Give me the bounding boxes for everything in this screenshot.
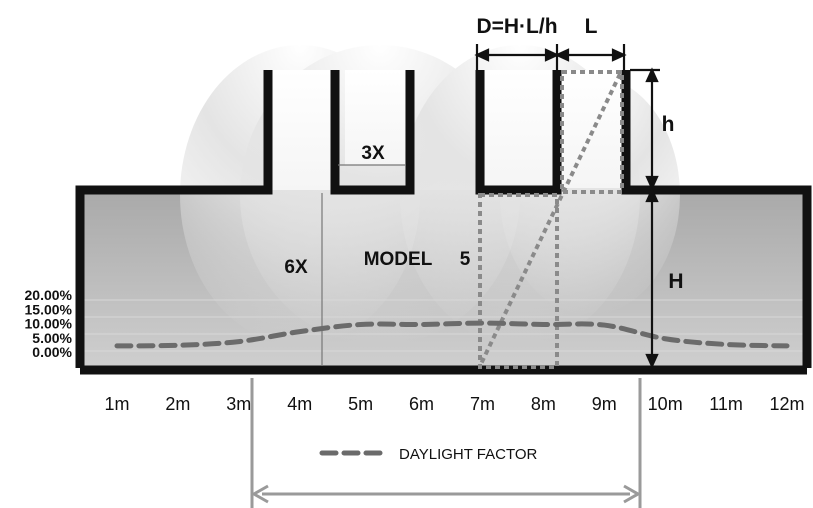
guide-lines	[80, 299, 807, 352]
skylight-well-3-interior	[485, 70, 555, 188]
x-tick-label: 4m	[287, 394, 312, 414]
span-dimension	[250, 378, 642, 508]
y-tick-labels: 20.00%15.00%10.00%5.00%0.00%	[25, 287, 73, 360]
y-tick-label: 20.00%	[25, 287, 73, 303]
y-tick-label: 15.00%	[25, 301, 73, 317]
label-model: MODEL	[364, 249, 433, 270]
label-6x: 6X	[284, 257, 308, 278]
x-tick-label: 9m	[592, 394, 617, 414]
label-h: h	[662, 113, 675, 136]
label-model-number: 5	[460, 249, 471, 270]
daylight-factor-curve	[114, 320, 790, 349]
label-H: H	[668, 270, 683, 293]
skylight-well-2-interior	[345, 70, 405, 165]
y-tick-label: 0.00%	[32, 344, 72, 360]
legend-label: DAYLIGHT FACTOR	[399, 446, 538, 463]
x-tick-label: 6m	[409, 394, 434, 414]
x-tick-label: 3m	[226, 394, 251, 414]
building-section	[75, 70, 812, 375]
y-tick-label: 10.00%	[25, 316, 73, 332]
x-tick-label: 5m	[348, 394, 373, 414]
x-tick-label: 8m	[531, 394, 556, 414]
x-tick-label: 1m	[104, 394, 129, 414]
x-tick-label: 12m	[769, 394, 804, 414]
x-tick-label: 2m	[165, 394, 190, 414]
label-3x: 3X	[361, 143, 385, 164]
dotted-construction	[478, 70, 624, 369]
dimension-arrows	[474, 44, 660, 370]
x-tick-labels: 1m 2m 3m 4m 5m 6m 7m 8m 9m 10m 11m 12m	[104, 394, 804, 414]
skylight-well-1-interior	[272, 70, 332, 190]
legend: DAYLIGHT FACTOR	[319, 446, 538, 463]
skylight-well-4-interior	[562, 70, 622, 188]
label-D: D=H·L/h	[476, 15, 557, 38]
label-L: L	[585, 15, 598, 38]
x-tick-label: 7m	[470, 394, 495, 414]
x-tick-label: 11m	[709, 394, 743, 414]
y-tick-label: 5.00%	[32, 330, 72, 346]
x-tick-label: 10m	[648, 394, 683, 414]
